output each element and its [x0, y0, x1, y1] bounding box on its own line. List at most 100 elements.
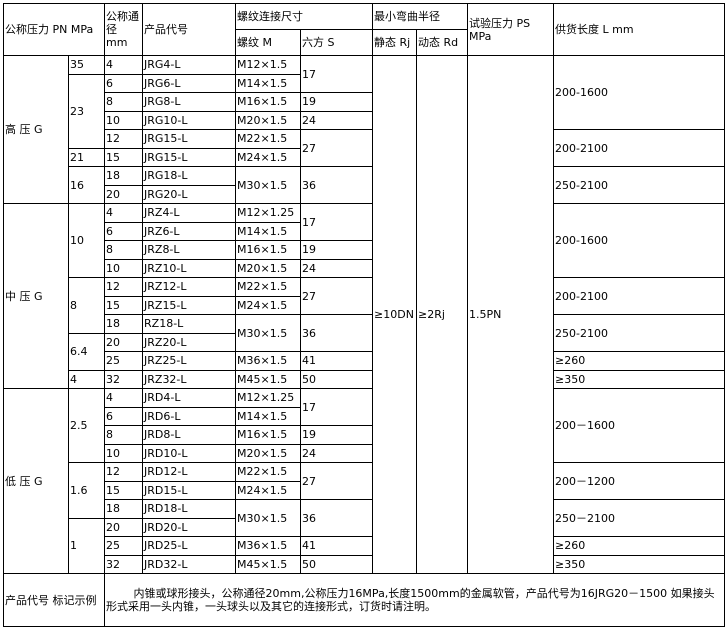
hex-value: 24 — [300, 258, 374, 278]
length-value: ≥260 — [553, 351, 726, 371]
table-row: 15 JRZ15-L M24×1.5 — [4, 295, 725, 315]
product-code: JRG20-L — [142, 184, 237, 204]
pn-value: 16 — [67, 166, 106, 204]
footer-row: 产品代号 标记示例 内锥或球形接头，公称通径20mm,公称压力16MPa,长度15… — [2, 573, 726, 627]
pn-value: 1.6 — [67, 462, 106, 519]
table-row: 16 18 JRG18-L M30×1.5 36 250-2100 — [4, 166, 726, 204]
table-row: 25 JRD25-L M36×1.5 41 ≥260 — [4, 536, 726, 556]
dn-value: 32 — [104, 554, 144, 574]
hex-value: 36 — [300, 499, 374, 537]
pn-value: 35 — [67, 55, 106, 75]
dn-value: 25 — [104, 351, 144, 371]
product-code: JRD25-L — [142, 536, 237, 556]
product-code: JRD8-L — [142, 425, 237, 445]
header-dn: 公称通径 mm — [104, 3, 144, 56]
product-code: JRD6-L — [142, 406, 237, 426]
length-value: 200－1600 — [553, 388, 726, 463]
product-code: JRZ8-L — [142, 240, 237, 260]
dn-value: 8 — [104, 240, 144, 260]
hex-value: 27 — [300, 277, 374, 315]
header-static: 静态 Rj — [372, 29, 418, 56]
dn-value: 12 — [104, 129, 144, 149]
pn-value: 4 — [67, 369, 106, 389]
thread-value: M24×1.5 — [235, 480, 302, 500]
thread-value: M30×1.5 — [235, 499, 302, 537]
dynamic-radius: ≥2Rj — [416, 55, 469, 574]
pressure-class: 高 压 G — [3, 55, 69, 204]
thread-value: M12×1.5 — [235, 55, 302, 75]
pn-value: 23 — [67, 73, 106, 149]
length-value: 200-2100 — [553, 277, 726, 315]
thread-value: M36×1.5 — [235, 536, 302, 556]
length-value: 200－1200 — [553, 462, 726, 500]
header-code: 产品代号 — [142, 3, 237, 56]
thread-value: M14×1.5 — [235, 406, 302, 426]
hex-value: 27 — [300, 462, 374, 500]
header-bend-group: 最小弯曲半径 — [372, 3, 469, 30]
length-value: 250－2100 — [553, 499, 726, 537]
dn-value: 15 — [104, 480, 144, 500]
thread-value: M20×1.5 — [235, 110, 302, 130]
length-value: 200-2100 — [553, 129, 726, 167]
dn-value: 10 — [104, 110, 144, 130]
header-pressure: 公称压力 PN MPa — [2, 3, 106, 56]
thread-value: M14×1.5 — [235, 73, 302, 93]
thread-value: M20×1.5 — [235, 443, 302, 463]
table-row: 20 JRG20-L — [4, 184, 725, 204]
table-row: 25 JRZ25-L M36×1.5 41 ≥260 — [4, 351, 726, 371]
header-hex: 六方 S — [300, 29, 374, 56]
thread-value: M45×1.5 — [235, 554, 302, 574]
hex-value: 36 — [300, 166, 374, 204]
dn-value: 20 — [104, 332, 144, 352]
product-code: JRD20-L — [142, 517, 237, 537]
dn-value: 6 — [104, 221, 144, 241]
table-row: 1.6 12 JRD12-L M22×1.5 27 200－1200 — [4, 462, 726, 519]
thread-value: M30×1.5 — [235, 166, 302, 204]
dn-value: 20 — [104, 184, 144, 204]
header-dynamic: 动态 Rd — [416, 29, 469, 56]
product-code: JRG6-L — [142, 73, 237, 93]
test-pressure: 1.5PN — [467, 55, 555, 574]
product-code: JRD4-L — [142, 388, 237, 408]
hex-value: 41 — [300, 536, 374, 556]
dn-value: 15 — [104, 147, 144, 167]
dn-value: 8 — [104, 92, 144, 112]
table-row: 32 JRD32-L M45×1.5 50 ≥350 — [4, 554, 726, 574]
thread-value: M30×1.5 — [235, 314, 302, 352]
table-row: 6 JRZ6-L M14×1.5 — [4, 221, 725, 241]
product-code: JRD12-L — [142, 462, 237, 482]
hex-value: 50 — [300, 369, 374, 389]
pn-value: 1 — [67, 517, 106, 574]
thread-value: M22×1.5 — [235, 277, 302, 297]
pn-value: 8 — [67, 277, 106, 334]
table-row: 低 压 G 2.5 4 JRD4-L M12×1.25 17 200－1600 — [3, 388, 726, 574]
hose-spec-table: 公称压力 PN MPa 公称通径 mm 产品代号 螺纹连接尺寸 最小弯曲半径 试… — [2, 3, 726, 627]
dn-value: 25 — [104, 536, 144, 556]
length-value: 200-1600 — [553, 203, 726, 278]
dn-value: 4 — [104, 55, 144, 75]
dn-value: 4 — [104, 203, 144, 223]
thread-value: M16×1.5 — [235, 92, 302, 112]
static-radius: ≥10DN — [372, 55, 418, 574]
product-code: JRZ25-L — [142, 351, 237, 371]
hex-value: 17 — [300, 55, 374, 93]
pn-value: 6.4 — [67, 332, 106, 371]
thread-value: M45×1.5 — [235, 369, 302, 389]
hex-value: 19 — [300, 92, 374, 112]
product-code: JRG10-L — [142, 110, 237, 130]
product-code: JRZ12-L — [142, 277, 237, 297]
footer-text: 内锥或球形接头，公称通径20mm,公称压力16MPa,长度1500mm的金属软管… — [104, 573, 726, 627]
thread-value: M24×1.5 — [235, 147, 302, 167]
header-thread-group: 螺纹连接尺寸 — [235, 3, 374, 30]
length-value: ≥350 — [553, 369, 726, 389]
dn-value: 18 — [104, 166, 144, 186]
dn-value: 18 — [104, 314, 144, 334]
product-code: JRG8-L — [142, 92, 237, 112]
footer-label: 产品代号 标记示例 — [2, 573, 106, 627]
header-length: 供货长度 L mm — [553, 3, 726, 56]
product-code: JRG4-L — [142, 55, 237, 75]
header-test-pressure: 试验压力 PS MPa — [467, 3, 555, 56]
hex-value: 17 — [300, 203, 374, 241]
product-code: JRZ15-L — [142, 295, 237, 315]
hex-value: 24 — [300, 443, 374, 463]
